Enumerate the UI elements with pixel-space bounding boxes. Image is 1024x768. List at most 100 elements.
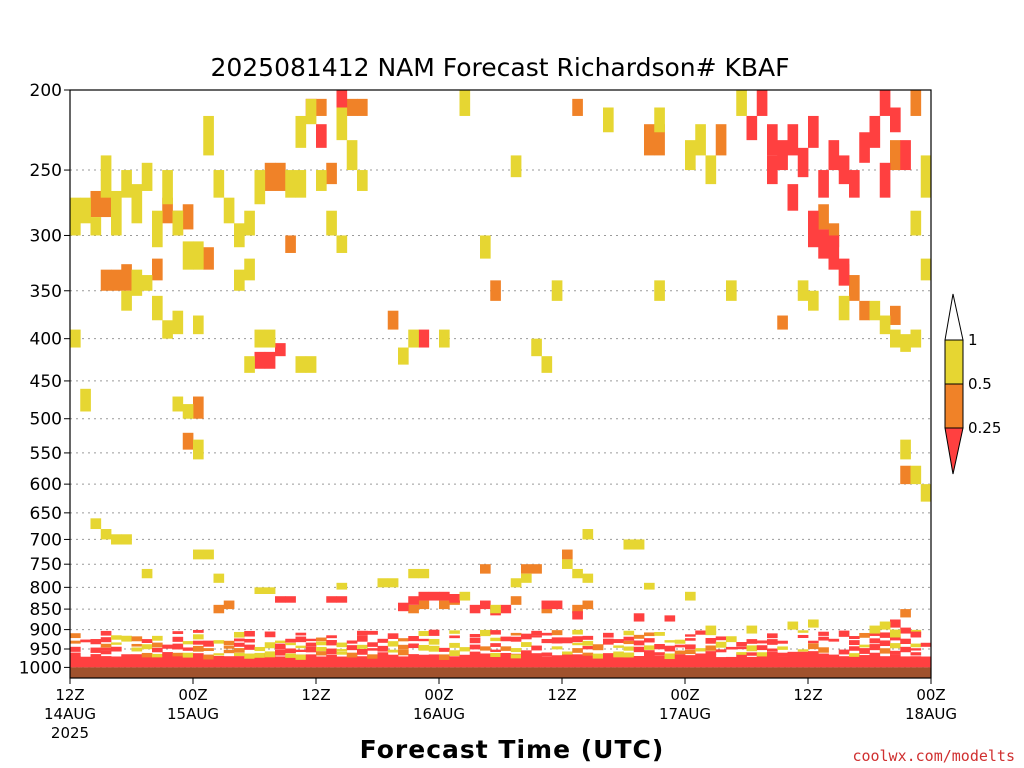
ri-cell [111, 534, 122, 545]
ri-cell [172, 636, 184, 642]
ri-cell [459, 647, 471, 652]
ri-cell [674, 654, 686, 668]
ri-cell [172, 643, 184, 650]
ri-cell [244, 630, 255, 637]
ri-cell [644, 655, 655, 668]
ri-cell [572, 642, 583, 646]
ri-cell [100, 269, 112, 291]
ri-cell [797, 651, 809, 657]
ri-cell [920, 656, 931, 668]
ri-cell [316, 124, 327, 148]
ri-cell [234, 638, 245, 642]
ri-cell [469, 604, 481, 614]
ri-cell [131, 654, 143, 668]
ri-cell [623, 652, 635, 658]
ri-cell [869, 300, 881, 321]
ri-cell [541, 600, 553, 610]
ri-cell [787, 124, 799, 156]
ri-cell [480, 629, 491, 637]
ri-cell [111, 190, 122, 236]
ri-cell [152, 642, 163, 648]
ri-cell [182, 404, 194, 419]
ri-cell [254, 587, 266, 595]
ri-cell [223, 600, 235, 610]
ri-cell [223, 649, 235, 654]
ri-cell [357, 649, 368, 655]
ri-cell [521, 650, 532, 655]
ri-cell [121, 654, 132, 668]
ri-cell [469, 644, 481, 650]
ri-cell [213, 640, 225, 644]
ri-cell [336, 107, 348, 141]
ri-cell [418, 568, 430, 579]
ri-cell [900, 627, 911, 634]
ri-cell [879, 632, 891, 638]
ri-cell [295, 356, 307, 373]
ri-cell [326, 210, 337, 236]
ri-cell [264, 329, 276, 348]
ri-cell [592, 644, 604, 651]
ri-cell [849, 640, 860, 646]
ri-cell [767, 656, 778, 668]
ri-cell [469, 634, 481, 638]
ri-cell [521, 573, 532, 583]
y-tick-label: 350 [30, 282, 62, 302]
ri-cell [398, 649, 409, 656]
ri-cell [654, 652, 665, 656]
ri-cell [439, 647, 450, 652]
ri-cell [562, 654, 573, 668]
ri-cell [357, 635, 368, 642]
ri-cell [818, 636, 829, 641]
ri-cell [90, 654, 102, 668]
ri-cell [613, 639, 624, 643]
ri-cell [910, 465, 922, 485]
y-tick-label: 550 [30, 444, 62, 464]
ri-cell [428, 656, 440, 668]
ri-cell [449, 594, 460, 603]
ri-cell [510, 155, 522, 178]
ri-cell [459, 654, 471, 668]
y-tick-label: 250 [30, 161, 62, 181]
ri-cell [193, 241, 204, 270]
ri-cell [264, 351, 276, 369]
ri-cell [644, 650, 655, 656]
ri-cell [326, 654, 337, 668]
ri-cell [900, 140, 911, 171]
ri-cell [705, 654, 717, 668]
ri-cell [808, 619, 819, 628]
ri-cell [490, 649, 501, 652]
ri-cell [859, 132, 870, 163]
ri-cell [275, 640, 286, 644]
ri-cell [582, 652, 594, 656]
ri-cell [336, 596, 348, 603]
ri-cell [408, 329, 419, 348]
ri-cell [715, 124, 727, 156]
ri-cell [705, 625, 717, 634]
ri-cell [111, 642, 122, 645]
ri-cell [664, 653, 676, 660]
ri-cell [439, 655, 450, 668]
ri-cell [767, 652, 778, 658]
ri-cell [500, 654, 512, 668]
ri-cell [326, 162, 337, 185]
ri-cell [90, 647, 102, 653]
ri-cell [715, 636, 727, 641]
ri-cell [736, 642, 747, 647]
ri-cell [920, 258, 931, 281]
ri-cell [285, 648, 296, 654]
ri-cell [346, 640, 358, 644]
ri-cell [685, 644, 696, 650]
ri-cell [305, 638, 317, 642]
ri-cell [182, 432, 194, 450]
ri-cell [562, 651, 573, 655]
ri-cell [367, 654, 378, 668]
ri-cell [70, 640, 81, 644]
ri-cell [521, 653, 532, 668]
ri-cell [285, 653, 296, 658]
ri-cell [931, 140, 942, 170]
ri-cell [541, 632, 553, 636]
x-tick-label: 00Z [178, 686, 207, 704]
ri-cell [572, 636, 583, 643]
ri-cell [193, 315, 204, 335]
y-tick-label: 700 [30, 530, 62, 550]
